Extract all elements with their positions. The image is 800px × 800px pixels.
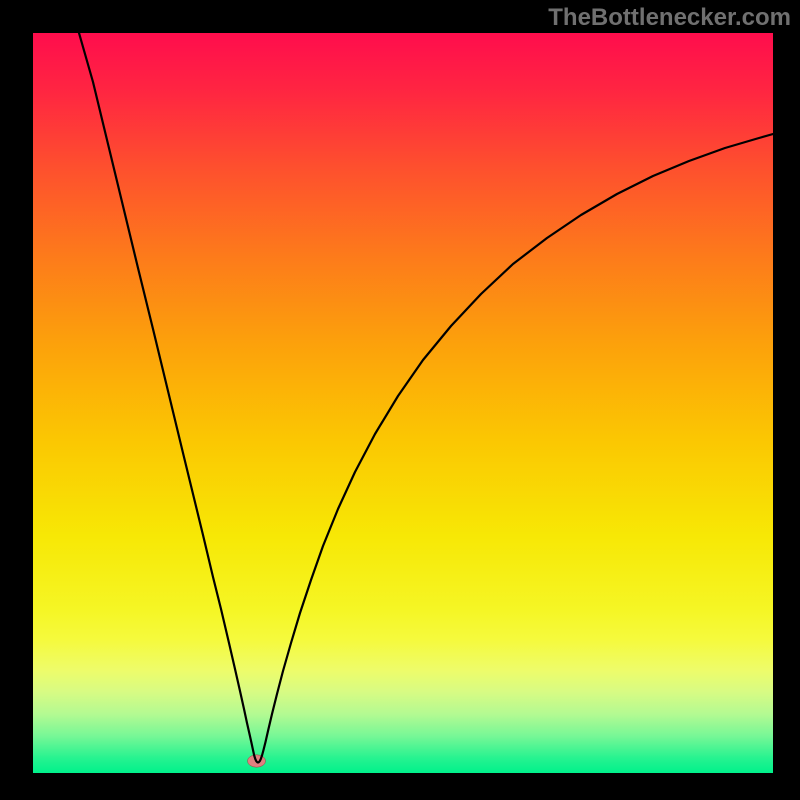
chart-svg — [33, 33, 773, 773]
gradient-background — [33, 33, 773, 773]
chart-container: TheBottlenecker.com — [0, 0, 800, 800]
plot-area — [33, 33, 773, 773]
watermark-text: TheBottlenecker.com — [548, 4, 791, 32]
